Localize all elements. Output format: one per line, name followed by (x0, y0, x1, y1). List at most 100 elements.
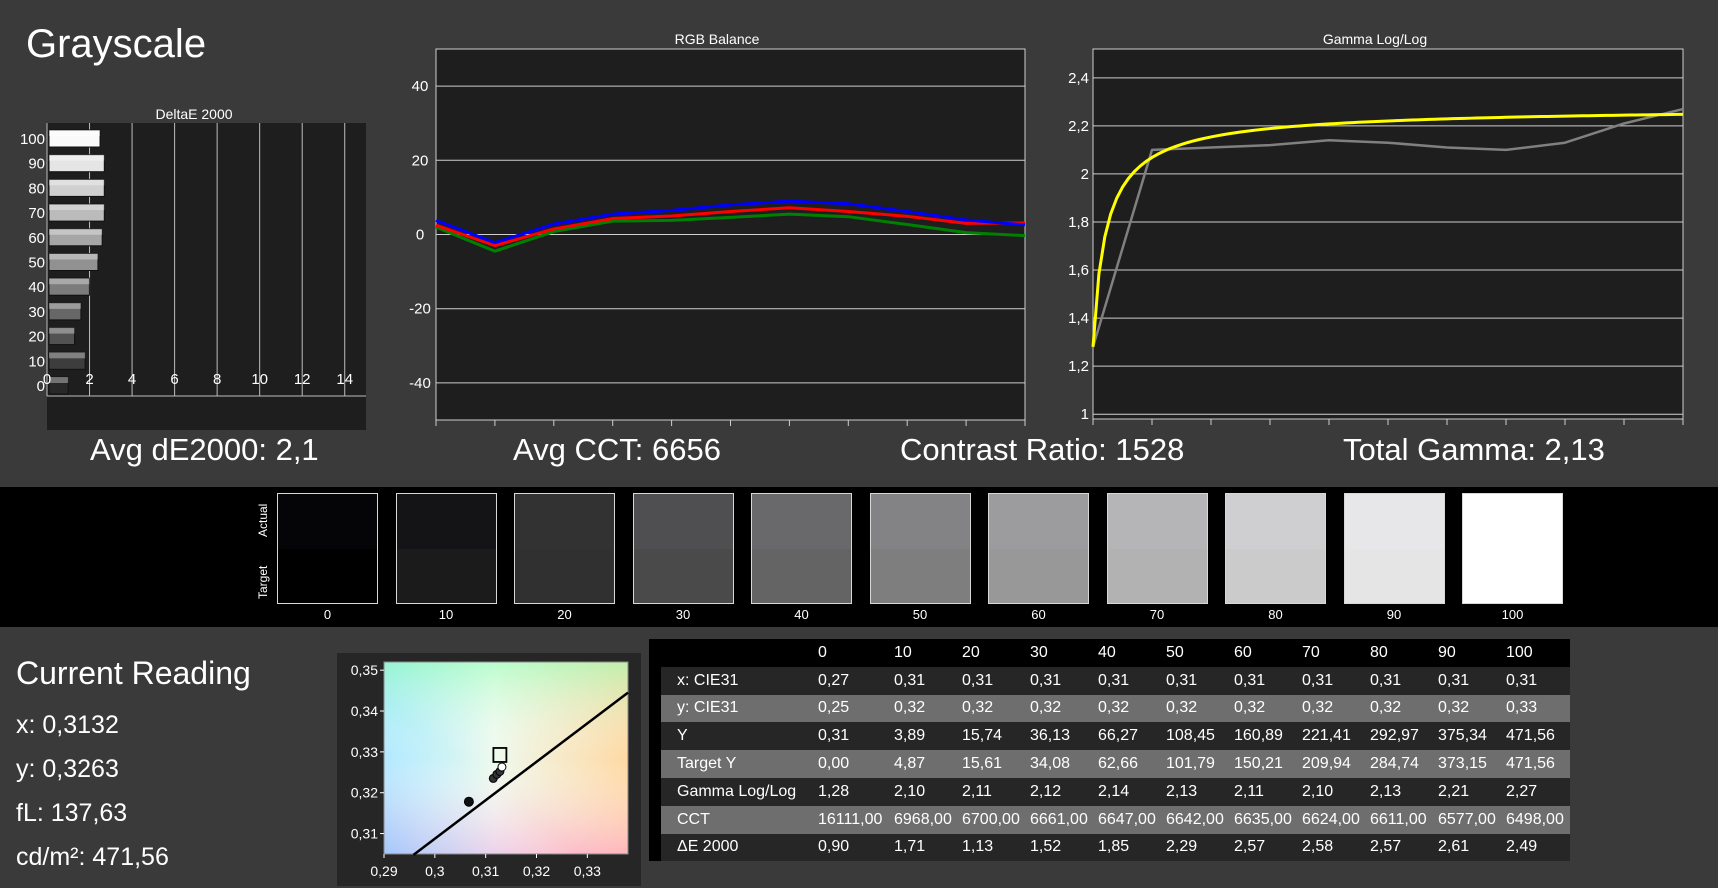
table-cell: 0,32 (1230, 694, 1298, 723)
deltae-xtick: 2 (85, 371, 93, 388)
cie-ytick: 0,35 (351, 662, 378, 678)
deltae-bar-highlight (49, 352, 86, 359)
grayscale-swatch (395, 493, 497, 604)
cie-ytick: 0,33 (351, 744, 378, 760)
table-cell: 2,13 (1366, 777, 1434, 806)
gamma-ytick: 2,2 (1068, 118, 1089, 135)
column-header: 70 (1298, 639, 1366, 667)
table-cell: 2,27 (1502, 777, 1570, 806)
table-cell: 1,85 (1094, 833, 1162, 862)
swatch-label: 70 (1149, 607, 1165, 622)
table-cell: 6635,00 (1230, 805, 1298, 834)
swatch-label: 20 (557, 607, 572, 622)
swatch-actual (1226, 494, 1325, 549)
deltae-title: DeltaE 2000 (155, 106, 232, 122)
deltae-bar-group (48, 129, 101, 148)
table-cell: 0,32 (1094, 694, 1162, 723)
table-cell: 4,87 (890, 750, 958, 778)
deltae-bar (48, 327, 76, 346)
swatch-target (752, 549, 851, 603)
reading-cdm2: cd/m²: 471,56 (16, 843, 169, 871)
deltae-bar-group (48, 178, 105, 197)
rgb-series-line (435, 199, 1026, 245)
table-cell: 15,61 (958, 750, 1026, 778)
deltae-ytick: 70 (28, 205, 45, 222)
gamma-plot-area (1092, 48, 1684, 420)
deltae-bar-highlight (49, 302, 81, 309)
rgb-ytick: 40 (412, 78, 429, 95)
table-cell: 0,31 (890, 666, 958, 695)
swatch-target (989, 549, 1088, 603)
cie-measured-point (497, 762, 507, 772)
column-header: 0 (814, 639, 890, 667)
current-reading-title: Current Reading (16, 655, 251, 691)
row-marker (649, 639, 661, 667)
table-cell: 16111,00 (814, 805, 890, 834)
cie-xtick: 0,29 (370, 863, 397, 879)
table-cell: 0,32 (890, 694, 958, 723)
deltae-bar (48, 253, 99, 271)
row-label: Target Y (661, 750, 814, 778)
gamma-ytick: 2 (1081, 166, 1089, 183)
deltae-bar-highlight (49, 130, 101, 136)
deltae-bar (48, 228, 103, 247)
table-cell: 101,79 (1162, 750, 1230, 778)
column-header: 20 (958, 639, 1026, 667)
avg-de-summary: Avg dE2000: 2,1 (90, 432, 319, 467)
column-header: 90 (1434, 639, 1502, 667)
row-label: CCT (661, 805, 814, 834)
table-cell: 0,00 (814, 750, 890, 778)
swatch-label: 60 (1031, 607, 1046, 622)
deltae-bar-highlight (49, 179, 105, 186)
swatch-target (633, 549, 733, 603)
grayscale-swatch (632, 493, 734, 604)
swatch-actual (752, 494, 851, 549)
table-cell: 2,12 (1026, 777, 1094, 806)
row-marker (649, 722, 661, 751)
table-cell: 2,11 (958, 777, 1026, 806)
swatch-target (1107, 549, 1207, 603)
table-cell: 1,13 (958, 833, 1026, 862)
cie-xtick: 0,33 (574, 863, 601, 879)
table-cell: 0,31 (1298, 666, 1366, 695)
deltae-xtick: 4 (128, 371, 136, 388)
contrast-summary: Contrast Ratio: 1528 (900, 432, 1185, 467)
row-marker (649, 805, 661, 834)
deltae-bar (48, 154, 105, 173)
table-cell: 6700,00 (958, 805, 1026, 834)
deltae-ytick: 0 (37, 378, 45, 395)
table-cell: 150,21 (1230, 750, 1298, 778)
table-cell: 2,57 (1230, 833, 1298, 862)
table-cell: 0,31 (1366, 666, 1434, 695)
planckian-locus-line (412, 691, 629, 856)
table-cell: 0,31 (814, 722, 890, 751)
table-cell: 6577,00 (1434, 805, 1502, 834)
column-header: 100 (1502, 639, 1570, 667)
table-cell: 2,10 (1298, 777, 1366, 806)
table-cell: 0,31 (958, 666, 1026, 695)
swatch-actual (870, 494, 970, 549)
cie-target-square (492, 747, 508, 763)
table-row: Y 0,31 3,89 15,74 36,13 66,27 108,45 160,89 221,… (649, 722, 1570, 751)
deltae-bar (48, 129, 101, 148)
column-header: 60 (1230, 639, 1298, 667)
table-cell: 108,45 (1162, 722, 1230, 751)
row-label: Y (661, 722, 814, 751)
gamma-measured-line (1091, 107, 1684, 348)
deltae-ytick: 40 (28, 279, 45, 296)
deltae-bar (48, 351, 86, 370)
swatch-actual (1463, 494, 1562, 549)
table-cell: 471,56 (1502, 750, 1570, 778)
table-cell: 6661,00 (1026, 805, 1094, 834)
gamma-ytick: 1,2 (1068, 358, 1089, 375)
table-cell: 209,94 (1298, 750, 1366, 778)
gamma-ytick: 2,4 (1068, 70, 1089, 87)
table-cell: 2,61 (1434, 833, 1502, 862)
table-cell: 0,90 (814, 833, 890, 862)
swatch-actual (515, 494, 614, 549)
table-cell: 0,33 (1502, 694, 1570, 723)
table-cell: 0,31 (1094, 666, 1162, 695)
row-label: y: CIE31 (661, 694, 814, 723)
row-marker (649, 666, 661, 695)
